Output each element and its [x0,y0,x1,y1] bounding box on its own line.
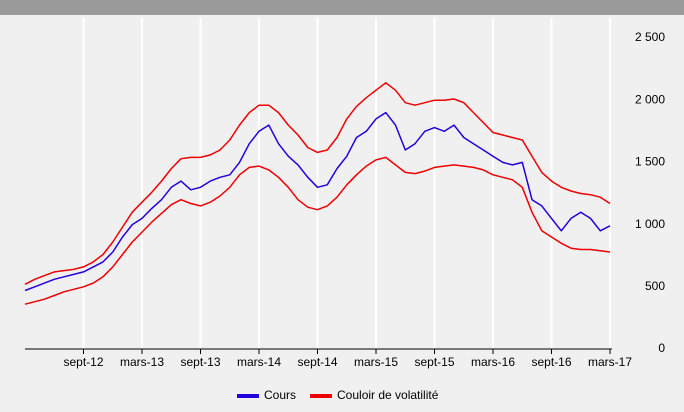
x-tick-label: mars-15 [354,355,398,369]
x-tick-label: mars-16 [471,355,515,369]
y-tick-label: 0 [658,341,665,355]
x-tick-label: sept-12 [63,355,103,369]
legend-swatch [237,394,259,398]
legend-label: Couloir de volatilité [337,388,439,402]
x-tick-label: mars-17 [588,355,632,369]
x-tick-label: mars-14 [237,355,281,369]
series-line [24,111,611,292]
x-tick-label: sept-13 [180,355,220,369]
x-tick-label: sept-14 [297,355,337,369]
legend-swatch [310,394,333,398]
series-line [24,82,611,285]
series-line [24,156,611,305]
y-tick-label: 1 500 [635,155,665,169]
y-tick-label: 500 [645,279,665,293]
y-tick-label: 2 500 [635,30,665,44]
x-tick-label: mars-13 [120,355,164,369]
y-tick-label: 1 000 [635,217,665,231]
header-bar [0,0,684,15]
x-tick-label: sept-16 [531,355,571,369]
x-tick-label: sept-15 [414,355,454,369]
legend-label: Cours [264,388,296,402]
y-tick-label: 2 000 [635,92,665,106]
